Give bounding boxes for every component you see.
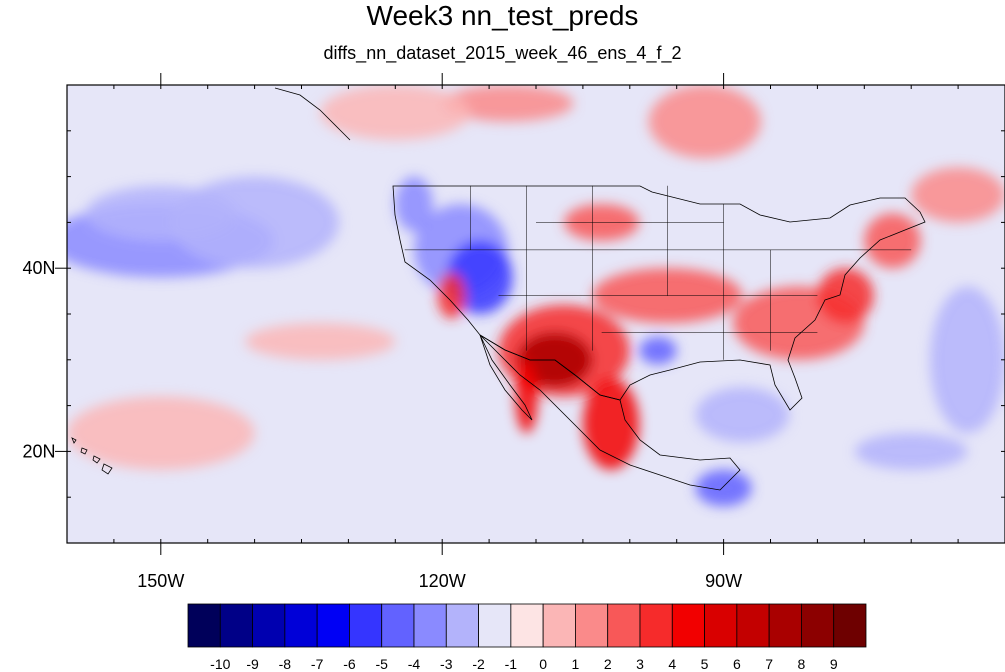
anomaly-region <box>442 85 574 122</box>
anomaly-region <box>85 185 236 241</box>
colorbar-label: -5 <box>375 656 388 672</box>
colorbar-box <box>639 603 673 648</box>
mexico-outline <box>479 334 741 491</box>
colorbar-label: 2 <box>604 656 612 672</box>
anomaly-region <box>648 85 762 159</box>
colorbar-label: -2 <box>472 656 485 672</box>
colorbar-label: -9 <box>246 656 259 672</box>
colorbar-label: 7 <box>765 656 773 672</box>
anomaly-region <box>639 336 677 365</box>
colorbar-box <box>671 603 705 648</box>
colorbar-box <box>349 603 383 648</box>
colorbar-box <box>445 603 479 648</box>
anomaly-region <box>320 85 471 140</box>
colorbar-box <box>284 603 318 648</box>
colorbar-label: 1 <box>572 656 580 672</box>
colorbar-box <box>381 603 415 648</box>
colorbar-box <box>510 603 544 648</box>
colorbar-box <box>736 603 770 648</box>
lon-tick-label: 90W <box>705 571 742 591</box>
colorbar-labels: -10 -9 -8 -7 -6 -5 -4 -3 -2 -1 0 1 2 3 4 5 6 7 8 9 <box>210 656 838 672</box>
colorbar-label: -6 <box>343 656 356 672</box>
colorbar-box <box>833 603 867 648</box>
anomaly-region <box>817 268 874 324</box>
anomaly-region <box>67 396 255 470</box>
lat-tick-label: 40N <box>22 258 55 278</box>
colorbar-box <box>801 603 835 648</box>
colorbar-box <box>575 603 609 648</box>
anomaly-region <box>437 272 466 319</box>
colorbar-box <box>704 603 738 648</box>
colorbar-box <box>413 603 447 648</box>
anomaly-region <box>864 213 921 269</box>
colorbar-label: -7 <box>311 656 324 672</box>
lat-tick-label: 20N <box>22 441 55 461</box>
colorbar-box <box>607 603 641 648</box>
colorbar-label: 9 <box>830 656 838 672</box>
plot-title: Week3 nn_test_preds <box>366 0 639 31</box>
colorbar-box <box>542 603 576 648</box>
colorbar-label: -8 <box>279 656 292 672</box>
colorbar-boxes <box>187 603 867 648</box>
colorbar-label: 4 <box>668 656 676 672</box>
anomaly-region <box>515 359 538 434</box>
anomaly-region <box>911 167 1005 223</box>
plot-subtitle: diffs_nn_dataset_2015_week_46_ens_4_f_2 <box>323 43 682 63</box>
anomaly-region <box>395 176 433 232</box>
colorbar-box <box>187 603 221 648</box>
colorbar-label: 5 <box>701 656 709 672</box>
baja-california-outline <box>479 334 533 421</box>
axis-ticks: 150W 120W 90W 20N 40N <box>22 73 1005 591</box>
colorbar-label: 3 <box>636 656 644 672</box>
lon-tick-label: 120W <box>419 571 466 591</box>
anomaly-region <box>695 387 790 443</box>
alaska-coast-outline <box>274 87 351 141</box>
colorbar-box <box>478 603 512 648</box>
anomaly-region <box>854 433 968 470</box>
anomaly-region <box>245 323 396 360</box>
colorbar-box <box>316 603 350 648</box>
colorbar-label: 8 <box>798 656 806 672</box>
colorbar-label: 0 <box>539 656 547 672</box>
anomaly-region <box>929 286 1005 434</box>
colorbar-label: 6 <box>733 656 741 672</box>
colorbar-box <box>252 603 286 648</box>
lon-tick-label: 150W <box>137 571 184 591</box>
colorbar-label: -3 <box>440 656 453 672</box>
colorbar-label: -1 <box>505 656 518 672</box>
hawaii-outline <box>71 437 113 475</box>
anomaly-region <box>695 469 752 507</box>
coastlines <box>71 87 926 491</box>
state-borders <box>404 185 912 360</box>
colorbar-box <box>768 603 802 648</box>
colorbar-box <box>219 603 253 648</box>
colorbar-label: -10 <box>210 656 230 672</box>
colorbar-label: -4 <box>408 656 421 672</box>
